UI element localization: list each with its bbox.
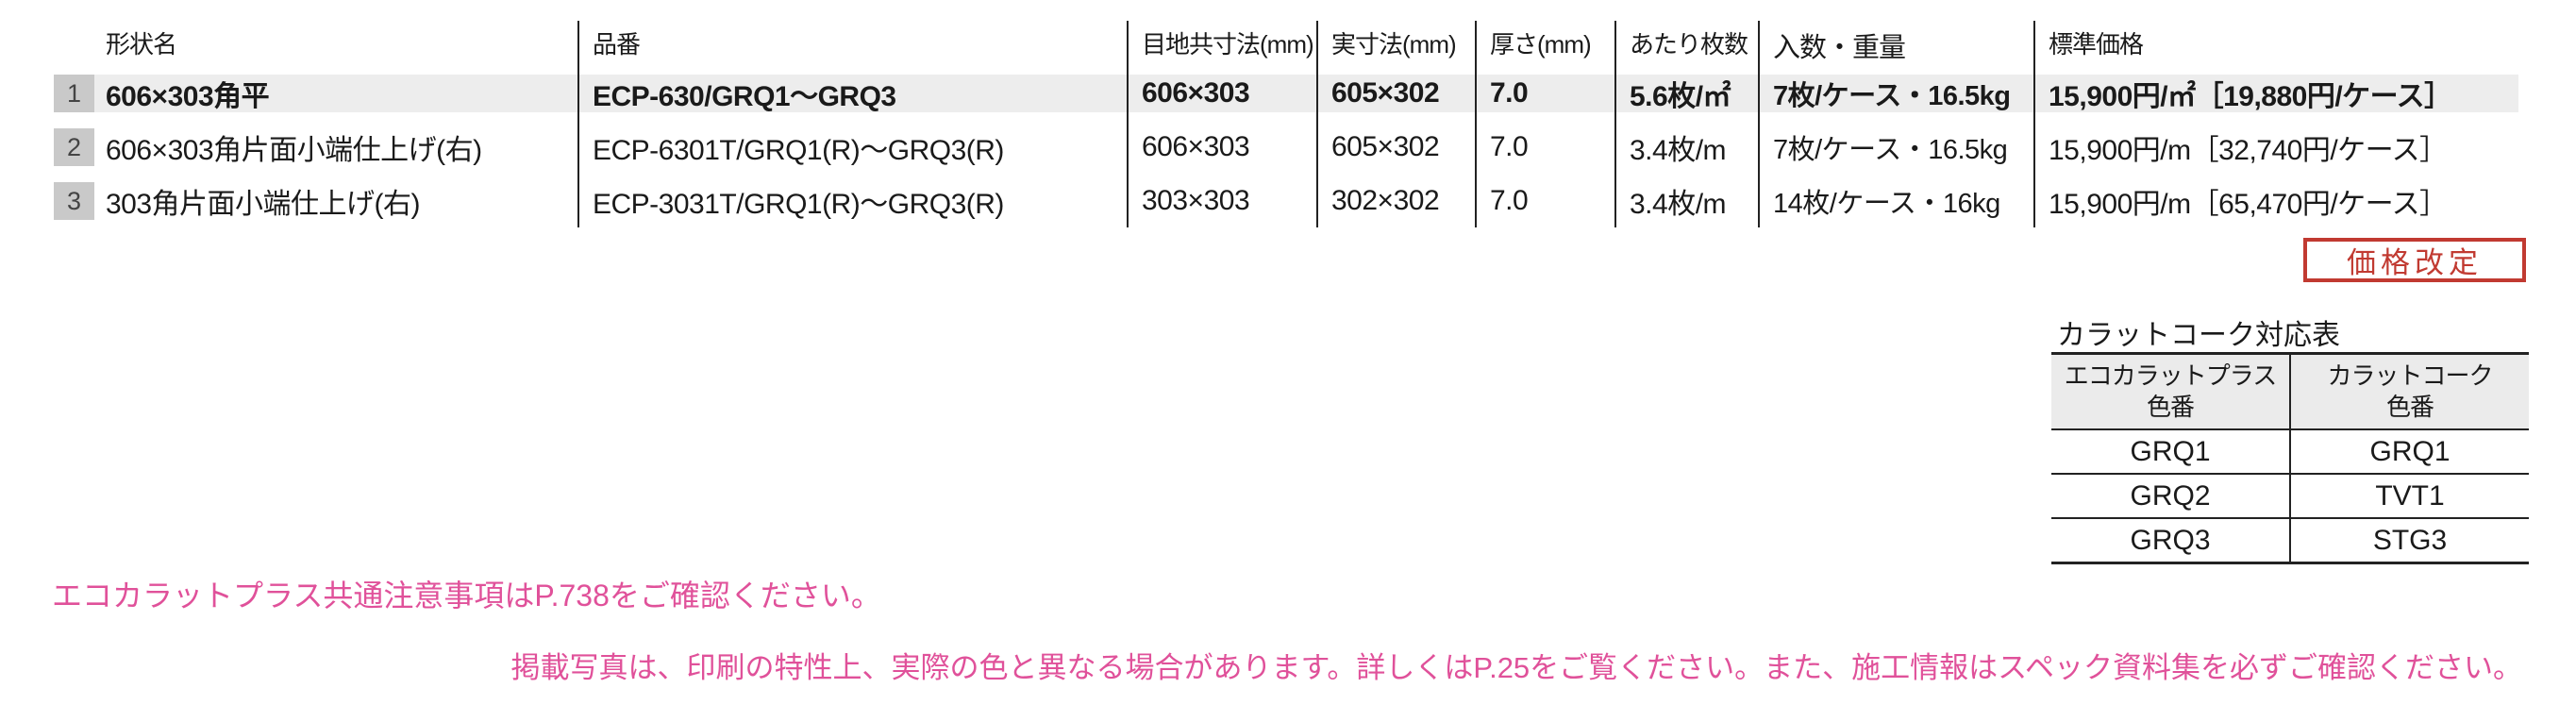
cell-actual-size: 605×302: [1331, 131, 1440, 162]
caulk-table-title: カラットコーク対応表: [2057, 320, 2340, 351]
caulk-col-header-ecocarat: エコカラットプラス 色番: [2051, 355, 2289, 428]
cell-qty-weight: 7枚/ケース・16.5kg: [1773, 135, 2008, 165]
cell-pieces-per: 5.6枚/㎡: [1630, 81, 1731, 112]
product-row: 3 303角片面小端仕上げ(右) ECP-3031T/GRQ1(R)～GRQ3(…: [54, 182, 2518, 220]
cell-qty-weight: 7枚/ケース・16.5kg: [1773, 81, 2011, 111]
product-row: 1 606×303角平 ECP-630/GRQ1～GRQ3 606×303 60…: [54, 75, 2518, 112]
caulk-table-row: GRQ2 TVT1: [2051, 473, 2529, 517]
caulk-cell-caulk: TVT1: [2289, 475, 2529, 517]
price-revision-badge: 価格改定: [2303, 238, 2526, 282]
col-header-shape-name: 形状名: [106, 30, 177, 59]
caulk-cell-ecocarat: GRQ3: [2130, 524, 2211, 556]
common-notes-reference: エコカラットプラス共通注意事項はP.738をご確認ください。: [52, 579, 881, 613]
header-line: エコカラットプラス: [2064, 361, 2277, 390]
table-header-row: 形状名 品番 目地共寸法(mm) 実寸法(mm) 厚さ(mm) あたり枚数 入数…: [54, 21, 2518, 75]
cell-shape-name: 606×303角片面小端仕上げ(右): [106, 135, 482, 166]
product-spec-table: 形状名 品番 目地共寸法(mm) 実寸法(mm) 厚さ(mm) あたり枚数 入数…: [54, 21, 2518, 227]
cell-product-code: ECP-3031T/GRQ1(R)～GRQ3(R): [593, 189, 1004, 220]
row-number-cell: 2: [54, 128, 94, 166]
cell-pieces-per: 3.4枚/m: [1630, 135, 1727, 166]
row-number-cell: 1: [54, 75, 94, 112]
caulk-mapping-table: エコカラットプラス 色番 カラットコーク 色番 GRQ1 GRQ1 GRQ2 T…: [2051, 352, 2529, 564]
col-header-qty-weight: 入数・重量: [1773, 33, 1906, 63]
col-header-product-code: 品番: [593, 30, 641, 59]
cell-qty-weight: 14枚/ケース・16kg: [1773, 189, 2000, 219]
col-header-pieces-per: あたり枚数: [1630, 30, 1748, 59]
header-spacer: [54, 21, 94, 75]
photo-disclaimer-note: 掲載写真は、印刷の特性上、実際の色と異なる場合があります。詳しくはP.25をご覧…: [510, 651, 2523, 684]
column-divider: [1127, 21, 1129, 227]
cell-std-price: 15,900円/m［32,740円/ケース］: [2049, 135, 2448, 166]
column-divider: [1316, 21, 1318, 227]
caulk-table-row: GRQ3 STG3: [2051, 517, 2529, 562]
product-row: 2 606×303角片面小端仕上げ(右) ECP-6301T/GRQ1(R)～G…: [54, 128, 2518, 166]
cell-joint-size: 606×303: [1142, 131, 1250, 162]
cell-actual-size: 302×302: [1331, 185, 1440, 216]
cell-product-code: ECP-630/GRQ1～GRQ3: [593, 81, 896, 112]
caulk-cell-ecocarat: GRQ1: [2130, 435, 2211, 467]
column-divider: [1758, 21, 1760, 227]
header-line: 色番: [2385, 393, 2434, 421]
caulk-cell-caulk: GRQ1: [2289, 430, 2529, 473]
header-line: 色番: [2146, 393, 2195, 421]
cell-joint-size: 606×303: [1142, 77, 1250, 109]
col-header-thickness: 厚さ(mm): [1490, 30, 1592, 59]
cell-std-price: 15,900円/m［65,470円/ケース］: [2049, 189, 2448, 220]
cell-thickness: 7.0: [1490, 77, 1529, 109]
cell-actual-size: 605×302: [1331, 77, 1440, 109]
row-number-badge: 2: [54, 128, 94, 166]
cell-shape-name: 303角片面小端仕上げ(右): [106, 189, 421, 220]
cell-std-price: 15,900円/㎡［19,880円/ケース］: [2049, 81, 2452, 112]
column-divider: [1614, 21, 1616, 227]
caulk-col-header-caulk: カラットコーク 色番: [2289, 355, 2529, 428]
row-number-cell: 3: [54, 182, 94, 220]
column-divider: [2033, 21, 2035, 227]
column-divider: [1475, 21, 1477, 227]
caulk-table-row: GRQ1 GRQ1: [2051, 430, 2529, 473]
col-header-joint-size: 目地共寸法(mm): [1142, 30, 1314, 59]
cell-joint-size: 303×303: [1142, 185, 1250, 216]
col-header-actual-size: 実寸法(mm): [1331, 30, 1457, 59]
cell-pieces-per: 3.4枚/m: [1630, 189, 1727, 220]
cell-shape-name: 606×303角平: [106, 81, 270, 112]
row-number-badge: 3: [54, 182, 94, 220]
cell-thickness: 7.0: [1490, 185, 1529, 216]
cell-product-code: ECP-6301T/GRQ1(R)～GRQ3(R): [593, 135, 1004, 166]
cell-thickness: 7.0: [1490, 131, 1529, 162]
caulk-cell-ecocarat: GRQ2: [2130, 479, 2211, 512]
col-header-std-price: 標準価格: [2049, 30, 2144, 59]
column-divider: [577, 21, 579, 227]
header-line: カラットコーク: [2327, 361, 2493, 390]
row-number-badge: 1: [54, 75, 94, 112]
caulk-cell-caulk: STG3: [2289, 519, 2529, 562]
caulk-table-header-row: エコカラットプラス 色番 カラットコーク 色番: [2051, 355, 2529, 430]
